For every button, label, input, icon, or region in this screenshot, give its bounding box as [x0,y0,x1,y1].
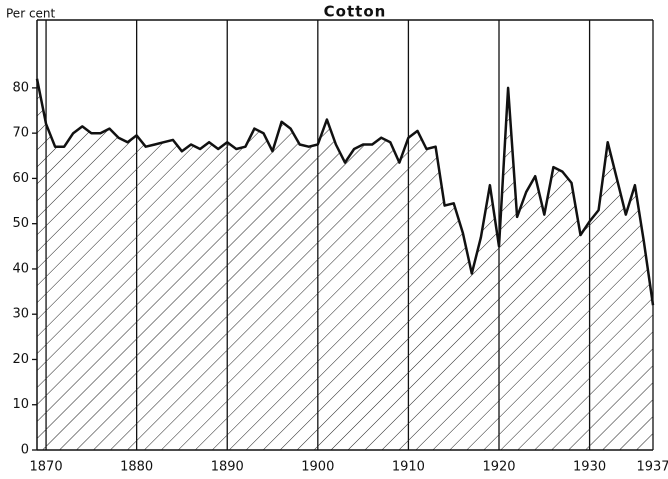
y-axis-title: Per cent [6,7,56,21]
x-tick-label: 1910 [392,460,425,475]
y-tick-label: 50 [12,216,29,231]
line [35,78,655,306]
x-tick-label: 1937 [636,460,668,475]
y-tick-label: 10 [12,397,29,412]
y-tick-label: 30 [12,307,29,322]
y-tick-label: 0 [21,443,29,458]
x-tick-label: 1930 [573,460,606,475]
x-tick-label: 1890 [211,460,244,475]
y-tick-label: 20 [12,352,29,367]
y-tick-label: 70 [12,126,29,141]
x-tick-label: 1900 [301,460,334,475]
x-tick-label: 1880 [120,460,153,475]
area [37,78,653,451]
x-tick-label: 1870 [30,460,63,475]
chart-title: Cotton [324,3,387,21]
y-tick-label: 40 [12,261,29,276]
y-tick-label: 80 [12,80,29,95]
x-tick-label: 1920 [482,460,515,475]
y-tick-label: 60 [12,171,29,186]
